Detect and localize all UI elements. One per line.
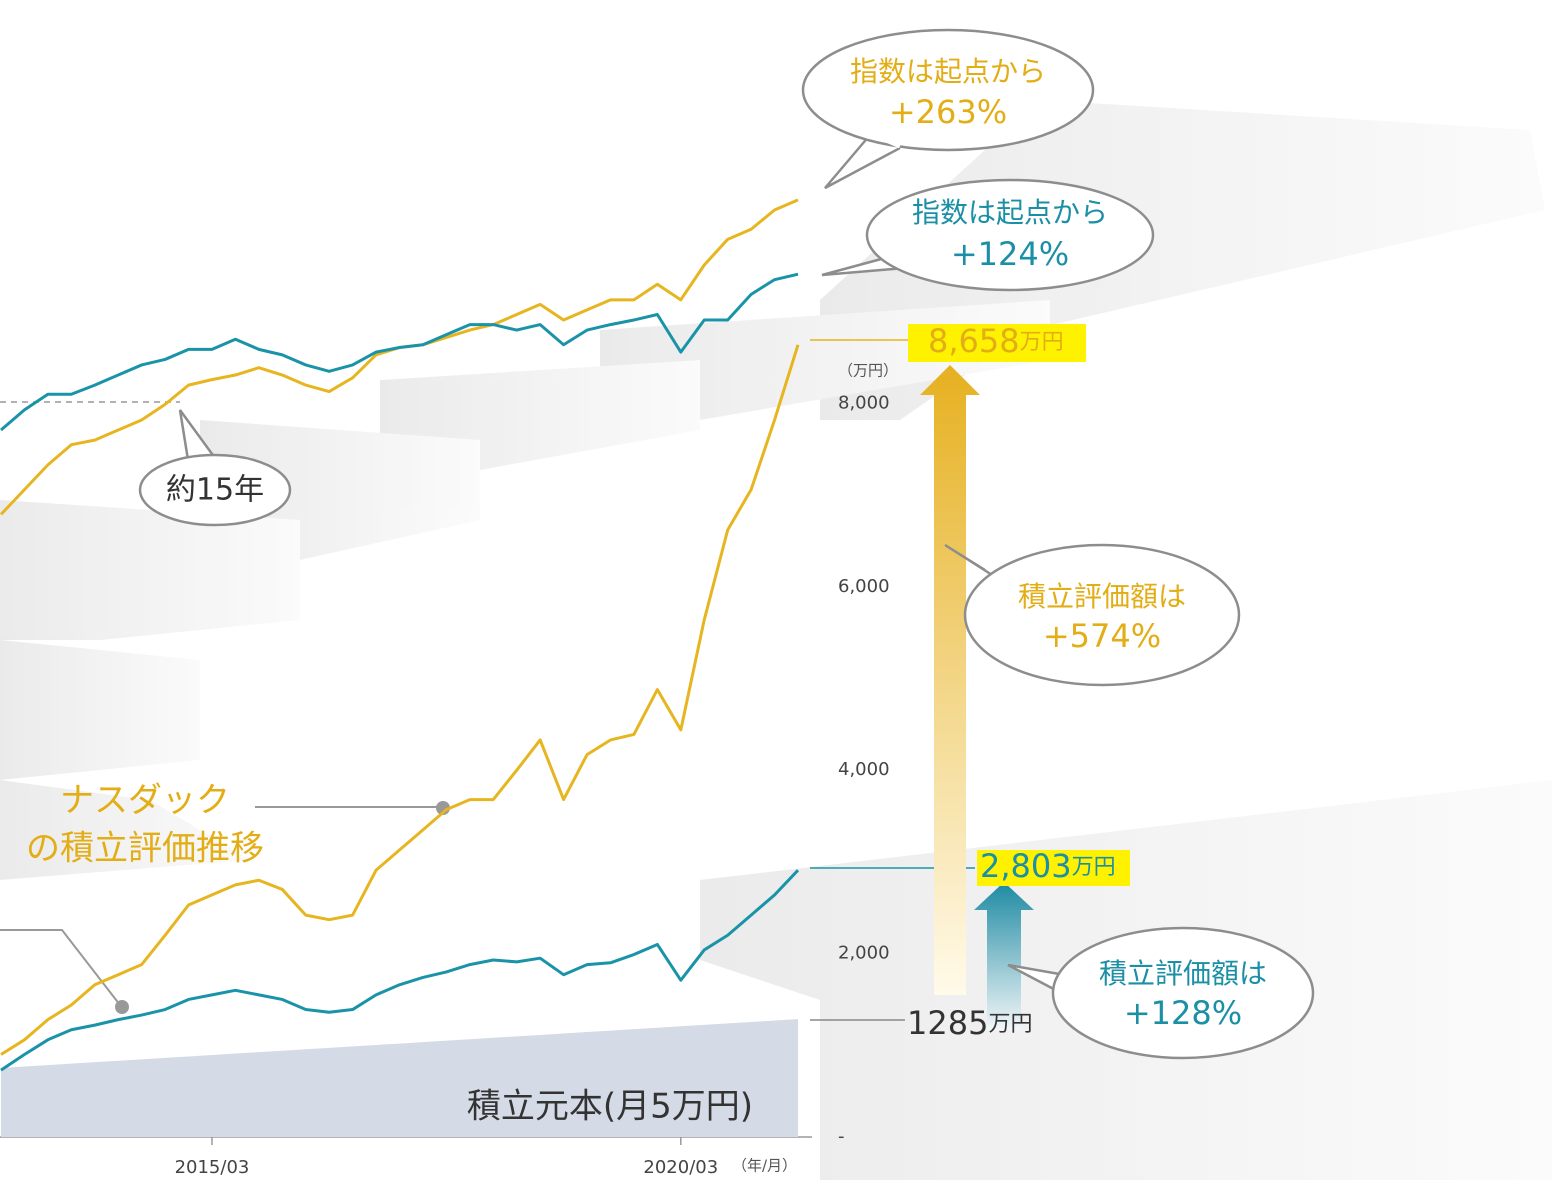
background-steps: [0, 100, 1552, 1180]
callout-text: 積立評価額は: [1099, 957, 1267, 990]
callout: 約15年: [138, 409, 292, 527]
y-tick-label: 6,000: [838, 576, 890, 597]
end-unit: 万円: [1072, 855, 1116, 880]
teal-arrow: [974, 882, 1034, 1030]
gold-arrow: [920, 365, 980, 995]
end-unit: 万円: [1020, 330, 1064, 355]
callout-text: +124%: [951, 235, 1069, 273]
callout-text: +574%: [1043, 617, 1161, 655]
x-unit: （年/月）: [732, 1157, 797, 1175]
y-tick-label: 8,000: [838, 392, 890, 413]
callout: 積立評価額は +128%: [1007, 926, 1315, 1060]
callout-text: +263%: [889, 93, 1007, 131]
principal-area: [1, 1019, 798, 1137]
leader-dot: [115, 1000, 129, 1014]
callout-text: +128%: [1124, 994, 1242, 1032]
callout-text: 指数は起点から: [850, 55, 1046, 88]
end-value: 1285: [907, 1004, 988, 1042]
y-unit: （万円）: [838, 362, 898, 380]
end-label: 8,658万円: [928, 322, 1064, 360]
series-line: [0, 272, 799, 432]
highlight: [977, 850, 1130, 886]
x-tick-label: 2020/03: [643, 1157, 718, 1178]
callout-text: 積立評価額は: [1018, 580, 1186, 613]
plot: [0, 198, 800, 1137]
series-label: ナスダック: [60, 781, 230, 821]
end-unit: 万円: [988, 1012, 1032, 1037]
y-tick-label: 4,000: [838, 759, 890, 780]
end-label: 2,803万円: [980, 847, 1116, 885]
callout: 積立評価額は +574%: [944, 543, 1241, 687]
series-label: の積立評価推移: [26, 829, 264, 869]
end-value: 2,803: [980, 847, 1072, 885]
callout-text: 指数は起点から: [912, 196, 1108, 229]
principal-label: 積立元本(月5万円): [467, 1087, 753, 1127]
callout: 指数は起点から +124%: [821, 178, 1155, 292]
y-tick-label: -: [838, 1126, 845, 1147]
x-tick-label: 2015/03: [175, 1157, 250, 1178]
end-value: 8,658: [928, 322, 1020, 360]
highlight: [908, 324, 1086, 362]
callout-text: 約15年: [166, 473, 264, 508]
y-tick-label: 2,000: [838, 943, 890, 964]
end-label: 1285万円: [907, 1004, 1032, 1042]
callout: 指数は起点から +263%: [801, 28, 1095, 190]
series-line: [0, 869, 800, 1072]
series-line: [0, 344, 800, 1056]
